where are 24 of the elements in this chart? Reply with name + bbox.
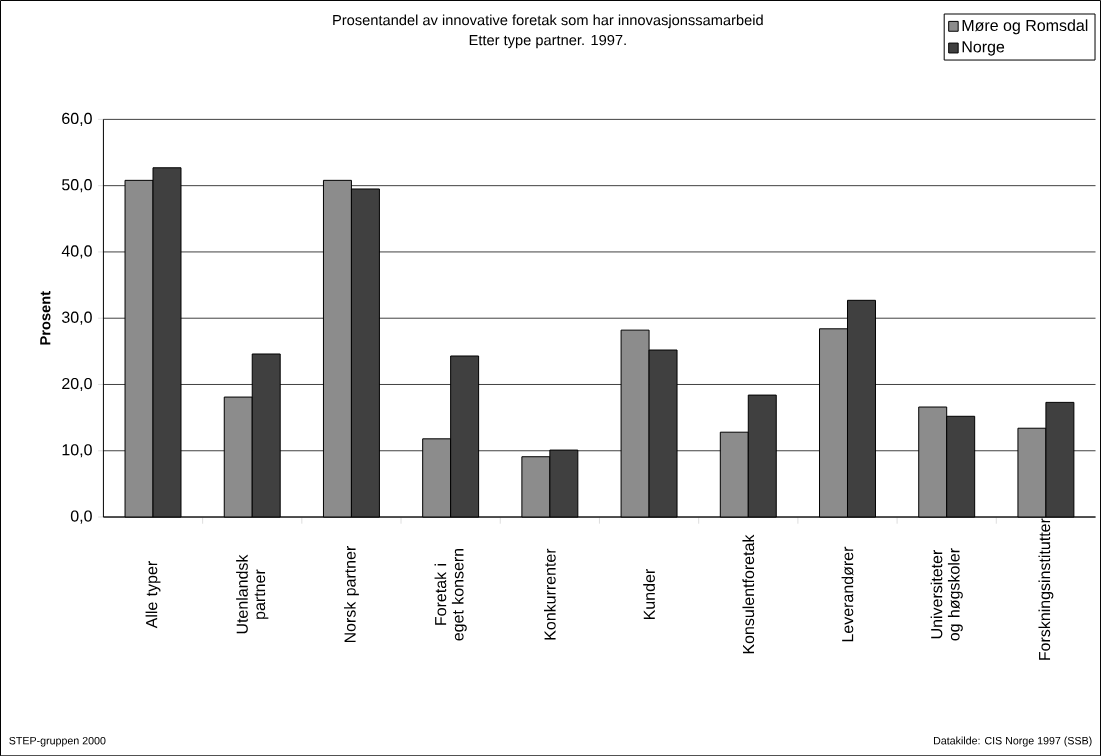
- chart-title: Prosentandel av innovative foretak som har innovasjonssamarbeid: [333, 14, 763, 28]
- y-tick-label: 0,0: [70, 510, 92, 524]
- legend-label: Norge: [962, 41, 1005, 56]
- legend-label: Møre og Romsdal: [962, 19, 1088, 35]
- y-tick-label: 50,0: [62, 178, 92, 193]
- chart-subtitle: Etter type partner. 1997.: [469, 34, 626, 48]
- x-tick-label: Universiteter og høgskoler: [930, 548, 963, 641]
- y-tick-label: 30,0: [61, 311, 92, 325]
- text: STEP-gruppen 2000: [9, 736, 106, 747]
- y-tick-label: 10,0: [62, 444, 92, 458]
- x-tick-label: Konsulentforetak: [742, 534, 755, 654]
- x-tick-label: Utenlandsk partner: [236, 554, 269, 634]
- text: Datakilde: CIS Norge 1997 (SSB): [933, 736, 1092, 747]
- x-tick-label: Alle typer: [145, 560, 161, 629]
- x-tick-label: Norsk partner: [344, 545, 359, 642]
- y-tick-label: 60,0: [62, 112, 92, 126]
- y-axis-title: Prosent: [40, 290, 51, 345]
- y-tick-label: 40,0: [61, 245, 92, 259]
- x-tick-label: Konkurrenter: [544, 548, 556, 640]
- y-tick-label: 20,0: [62, 377, 92, 391]
- x-tick-label: Forskningsinstitutter: [1038, 518, 1054, 660]
- x-tick-label: Kunder: [643, 568, 655, 619]
- x-tick-label: Leverandører: [841, 546, 854, 642]
- x-tick-label: Foretak i eget konsern: [434, 548, 467, 641]
